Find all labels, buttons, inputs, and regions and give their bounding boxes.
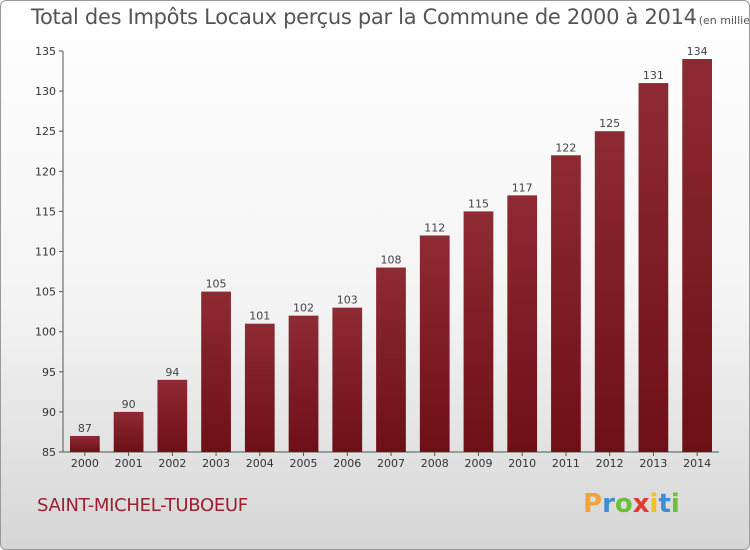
bar-2008: [419, 235, 450, 452]
logo-letter: r: [602, 489, 615, 519]
commune-name: SAINT-MICHEL-TUBOEUF: [37, 495, 248, 516]
value-label-2009: 115: [468, 197, 489, 210]
x-tick-label-2004: 2004: [246, 457, 274, 470]
bar-2010: [507, 195, 538, 453]
x-tick-label-2007: 2007: [377, 457, 405, 470]
bar-2000: [69, 435, 100, 452]
y-tick-label: 100: [35, 326, 56, 339]
logo-letter: i: [670, 489, 680, 519]
x-tick-label-2008: 2008: [421, 457, 449, 470]
unit-label: (en milliers d'€): [698, 14, 750, 27]
bar-2005: [288, 315, 319, 452]
value-label-2012: 125: [599, 117, 620, 130]
y-tick-label: 115: [35, 205, 56, 218]
value-label-2002: 94: [165, 366, 179, 379]
x-tick-label-2014: 2014: [683, 457, 711, 470]
value-label-2011: 122: [555, 141, 576, 154]
x-tick-label-2000: 2000: [71, 457, 99, 470]
value-label-2010: 117: [512, 181, 533, 194]
x-tick-label-2011: 2011: [552, 457, 580, 470]
x-tick-label-2001: 2001: [115, 457, 143, 470]
x-tick-label-2003: 2003: [202, 457, 230, 470]
logo-letter: t: [658, 489, 671, 519]
bar-2012: [594, 131, 625, 452]
x-tick-label-2013: 2013: [639, 457, 667, 470]
bar-2009: [463, 211, 494, 452]
x-tick-label-2005: 2005: [290, 457, 318, 470]
x-tick-label-2012: 2012: [596, 457, 624, 470]
y-tick-label: 95: [42, 366, 56, 379]
value-label-2004: 101: [249, 310, 270, 323]
bar-2001: [113, 411, 144, 452]
bar-2003: [201, 291, 231, 452]
bar-2004: [244, 323, 275, 452]
logo-letter: i: [649, 489, 659, 519]
y-tick-label: 120: [35, 165, 56, 178]
y-tick-label: 105: [35, 286, 56, 299]
value-label-2003: 105: [206, 278, 227, 291]
value-label-2013: 131: [643, 69, 664, 82]
y-tick-label: 85: [42, 446, 56, 459]
value-label-2005: 102: [293, 302, 314, 315]
x-tick-label-2006: 2006: [333, 457, 361, 470]
value-label-2008: 112: [424, 221, 445, 234]
value-label-2001: 90: [122, 398, 136, 411]
bar-2006: [332, 307, 363, 452]
x-tick-label-2009: 2009: [464, 457, 492, 470]
y-tick-label: 130: [35, 85, 56, 98]
y-tick-label: 125: [35, 125, 56, 138]
bar-2002: [157, 379, 188, 452]
bar-2007: [376, 267, 406, 452]
y-tick-label: 90: [42, 406, 56, 419]
bar-2014: [682, 59, 713, 453]
x-tick-label-2010: 2010: [508, 457, 536, 470]
chart-title: Total des Impôts Locaux perçus par la Co…: [31, 5, 697, 29]
bar-2013: [638, 83, 669, 452]
y-tick-label: 135: [35, 45, 56, 58]
bar-2011: [551, 155, 581, 452]
logo-letter: P: [583, 489, 603, 519]
value-label-2007: 108: [381, 254, 402, 267]
logo-letter: o: [614, 489, 633, 519]
title-line: Total des Impôts Locaux perçus par la Co…: [31, 5, 750, 29]
x-tick-label-2002: 2002: [158, 457, 186, 470]
logo-letter: x: [632, 489, 650, 519]
proxiti-logo[interactable]: Proxiti: [583, 489, 680, 519]
y-tick-label: 110: [35, 246, 56, 259]
value-label-2006: 103: [337, 294, 358, 307]
value-label-2000: 87: [78, 422, 92, 435]
value-label-2014: 134: [687, 45, 708, 58]
